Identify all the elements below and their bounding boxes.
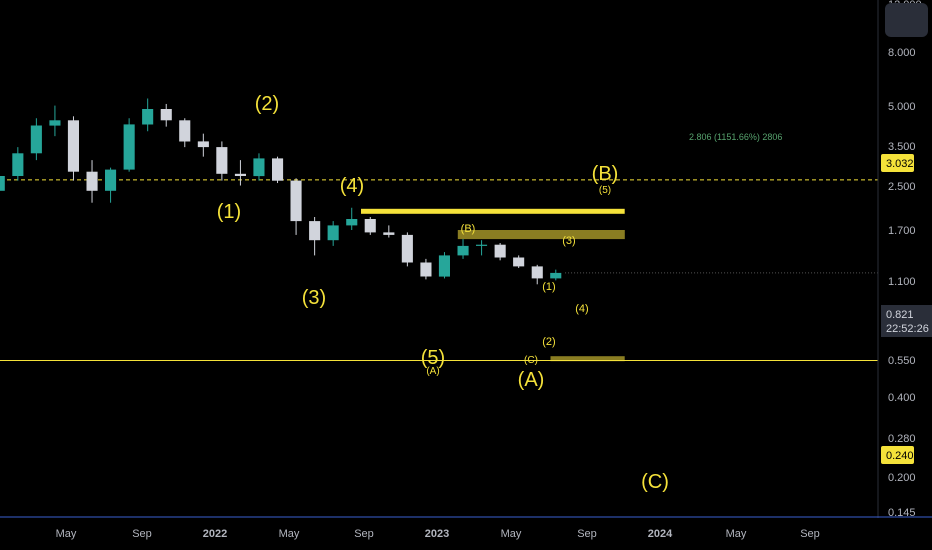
time-label: 2023 — [425, 528, 449, 540]
candle — [457, 245, 469, 256]
candle — [142, 109, 154, 125]
candle — [253, 158, 265, 177]
target-zone[interactable] — [550, 356, 625, 362]
wave-label-4: (4) — [340, 175, 364, 197]
price-tick: 3.500 — [888, 141, 916, 153]
candle — [290, 180, 302, 222]
price-tick: 2.500 — [888, 181, 916, 193]
candle — [401, 234, 413, 263]
wave-label-c-big: (C) — [641, 471, 669, 493]
candle — [531, 266, 543, 279]
price-tick: 1.100 — [888, 276, 916, 288]
price-tick: 1.700 — [888, 225, 916, 237]
level-lower-badge — [881, 446, 914, 464]
wave-label-a-small: (A) — [426, 366, 439, 377]
time-label: May — [279, 528, 300, 540]
wave-label-b-big: (B) — [592, 163, 619, 185]
candle — [550, 272, 562, 279]
time-label: Sep — [800, 528, 820, 540]
time-label: 2022 — [203, 528, 227, 540]
candle — [327, 225, 339, 241]
wave-label-1: (1) — [217, 201, 241, 223]
wave-label-3-small: (3) — [562, 235, 575, 247]
time-label: Sep — [354, 528, 374, 540]
wave-label-2-tiny: (2) — [542, 336, 555, 348]
candle — [513, 257, 525, 267]
candle — [346, 219, 358, 226]
candle — [420, 262, 432, 277]
price-tick: 8.000 — [888, 47, 916, 59]
candle — [476, 244, 488, 246]
target-zone[interactable] — [361, 208, 625, 214]
measure-label: 2.806 (1151.66%) 2806 — [689, 132, 783, 142]
current-price-badge — [881, 305, 932, 337]
wave-label-5-small: (5) — [599, 185, 611, 196]
countdown-text: 22:52:26 — [886, 323, 929, 335]
wave-label-c-tiny: (C) — [524, 355, 538, 366]
settings-button[interactable] — [885, 3, 928, 37]
candle — [0, 176, 5, 191]
wave-label-b-small: (B) — [461, 223, 476, 235]
candle — [309, 221, 321, 241]
wave-label-a-big: (A) — [518, 369, 545, 391]
candle — [364, 219, 376, 233]
current-price-text: 0.821 — [886, 309, 914, 321]
candle — [86, 171, 98, 191]
time-label: Sep — [577, 528, 597, 540]
candle — [30, 125, 42, 154]
candle — [12, 153, 24, 176]
price-tick: 0.550 — [888, 355, 916, 367]
wave-label-1-tiny: (1) — [542, 281, 555, 293]
candle — [105, 169, 117, 191]
zones-layer — [361, 208, 625, 362]
time-axis[interactable]: May Sep 2022 May Sep 2023 May Sep 2024 M… — [56, 528, 820, 540]
wave-label-3: (3) — [302, 287, 326, 309]
candle — [216, 147, 228, 174]
wave-label-5: (5) — [421, 347, 445, 369]
candle — [49, 120, 61, 126]
candle — [438, 255, 450, 277]
price-tick: 0.280 — [888, 433, 916, 445]
candle — [160, 109, 172, 121]
time-label: May — [726, 528, 747, 540]
level-upper-badge-text: 3.032 — [886, 158, 914, 170]
wave-label-2: (2) — [255, 93, 279, 115]
candles-layer — [0, 98, 562, 285]
time-label: 2024 — [648, 528, 673, 540]
level-upper-badge — [881, 154, 914, 172]
target-zone[interactable] — [457, 230, 625, 240]
price-tick: 0.200 — [888, 472, 916, 484]
candle — [272, 158, 284, 181]
candle — [123, 124, 135, 170]
candle — [494, 244, 506, 258]
time-label: May — [56, 528, 77, 540]
candle — [179, 120, 191, 142]
candle — [197, 141, 209, 148]
candle — [67, 120, 79, 172]
time-label: Sep — [132, 528, 152, 540]
price-tick: 0.400 — [888, 392, 916, 404]
level-lower-badge-text: 0.240 — [886, 450, 914, 462]
time-label: May — [501, 528, 522, 540]
wave-label-4-tiny: (4) — [575, 303, 588, 315]
candle — [234, 173, 246, 176]
price-tick: 5.000 — [888, 101, 916, 113]
candle — [383, 232, 395, 235]
price-tick: 0.145 — [888, 507, 916, 519]
